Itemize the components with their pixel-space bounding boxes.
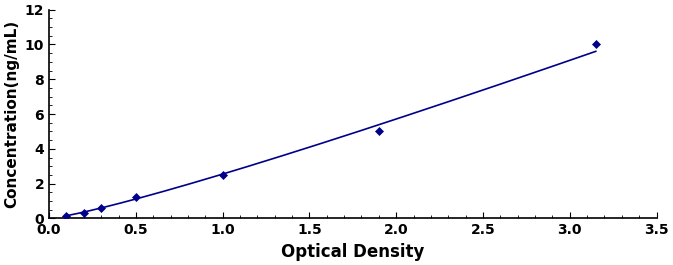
Y-axis label: Concentration(ng/mL): Concentration(ng/mL) [4,20,19,208]
X-axis label: Optical Density: Optical Density [281,243,425,261]
